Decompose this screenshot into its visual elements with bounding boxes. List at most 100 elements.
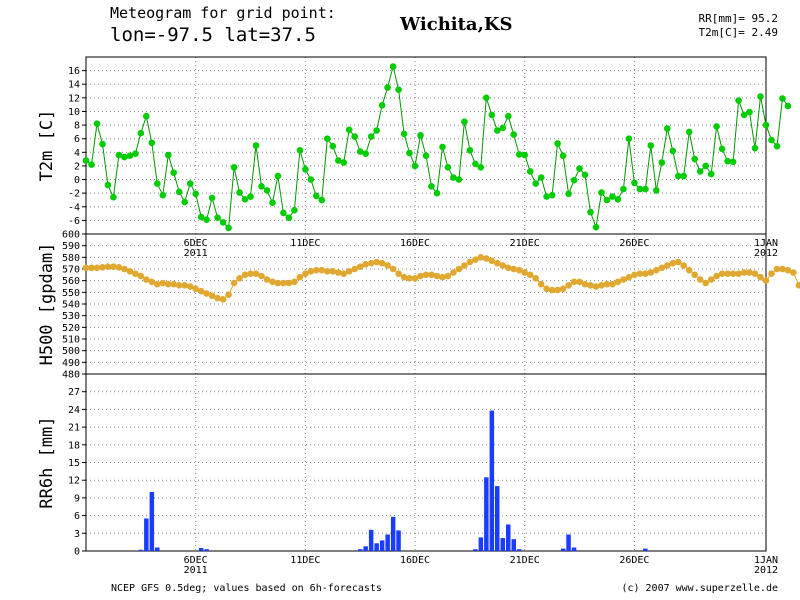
t2m-data-point — [159, 191, 167, 199]
t2m-data-point — [609, 193, 616, 200]
footer-copyright: (c) 2007 www.superzelle.de — [621, 583, 778, 594]
h500-data-point — [461, 262, 468, 269]
t2m-data-point — [302, 166, 309, 173]
h500-data-point — [340, 270, 348, 278]
h500-data-point — [428, 271, 435, 279]
t2m-data-point — [219, 219, 227, 226]
t2m-data-point — [93, 120, 101, 127]
x-tick-label: 21DEC — [510, 555, 540, 566]
t2m-data-point — [570, 176, 578, 184]
h500-data-point — [603, 280, 611, 288]
t2m-data-point — [115, 151, 123, 159]
t2m-data-point — [389, 63, 397, 70]
t2m-data-point — [537, 174, 545, 181]
t2m-data-point — [713, 123, 720, 130]
panel-frame — [85, 373, 767, 552]
t2m-data-point — [691, 155, 698, 163]
t2m-data-point — [494, 127, 501, 134]
h500-data-point — [197, 287, 205, 295]
rr6h-bar — [495, 486, 500, 551]
h500-data-point — [225, 291, 232, 299]
h500-data-point — [537, 280, 545, 288]
x-tick-label: 6DEC — [184, 555, 208, 566]
h500-data-point — [494, 259, 501, 267]
h500-data-point — [499, 262, 507, 269]
t2m-data-point — [384, 84, 391, 91]
h500-data-point — [762, 277, 770, 285]
t2m-data-point — [186, 180, 194, 187]
y-tick-label: 510 — [62, 335, 80, 346]
h500-data-point — [291, 278, 298, 286]
h500-data-point — [126, 268, 134, 275]
t2m-data-point — [587, 208, 594, 216]
t2m-data-point — [126, 152, 134, 159]
h500-data-point — [302, 270, 309, 278]
t2m-data-point — [307, 176, 315, 183]
y-tick-label: 590 — [62, 241, 80, 252]
title-line1: Meteogram for grid point: — [110, 4, 336, 22]
h500-data-point — [685, 266, 693, 274]
t2m-data-point — [285, 214, 293, 221]
t2m-data-point — [170, 169, 177, 176]
t2m-data-point — [433, 189, 441, 197]
y-tick-label: 600 — [62, 230, 80, 241]
h500-data-point — [236, 275, 243, 282]
t2m-data-point — [636, 185, 644, 193]
y-tick-label: 12 — [68, 93, 80, 104]
t2m-data-point — [356, 148, 364, 155]
h500-data-point — [285, 279, 293, 287]
h500-data-point — [598, 282, 605, 289]
h500-data-point — [488, 257, 496, 265]
y-tick-label: 14 — [68, 80, 80, 91]
t2m-data-point — [422, 152, 430, 159]
x-tick-label: 26DEC — [619, 555, 649, 566]
panel-frame — [85, 56, 767, 235]
rr6h-bar — [517, 549, 522, 551]
rr6h-bar — [484, 477, 489, 552]
t2m-data-point — [450, 174, 457, 181]
t2m-data-point — [82, 157, 90, 164]
t2m-data-point — [137, 129, 145, 137]
h500-data-point — [521, 269, 528, 276]
h500-data-point — [439, 273, 446, 281]
h500-data-point — [559, 285, 567, 293]
h500-data-point — [389, 265, 397, 273]
h500-data-point — [505, 264, 512, 272]
y-axis-label: T2m [C] — [37, 110, 57, 182]
h500-data-point — [724, 270, 731, 278]
h500-data-point — [313, 266, 320, 274]
rr6h-bar — [198, 548, 204, 551]
y-tick-label: 500 — [62, 346, 80, 357]
t2m-data-point — [768, 136, 775, 144]
t2m-data-point — [345, 126, 353, 134]
h500-data-point — [186, 283, 194, 290]
y-tick-label: 18 — [68, 440, 80, 451]
t2m-data-point — [603, 196, 611, 204]
h500-data-point — [472, 256, 479, 264]
t2m-data-point — [121, 153, 128, 161]
y-tick-label: 490 — [62, 358, 80, 369]
y-axis-label: RR6h [mm] — [37, 416, 57, 508]
h500-data-point — [757, 273, 764, 281]
rr6h-bar — [390, 516, 396, 551]
t2m-data-point — [740, 111, 748, 119]
h500-data-point — [132, 270, 139, 278]
h500-data-point — [400, 273, 408, 281]
rr6h-bar — [363, 546, 368, 551]
x-tick-label: 11DEC — [290, 555, 320, 566]
h500-data-point — [609, 280, 616, 288]
total-rain-stat: RR[mm]= 95.2 — [698, 12, 778, 25]
y-tick-label: 3 — [74, 529, 80, 540]
y-tick-label: -4 — [68, 202, 80, 213]
h500-data-point — [148, 278, 156, 286]
h500-data-point — [548, 286, 556, 294]
t2m-data-point — [263, 187, 271, 194]
h500-data-point — [192, 285, 199, 293]
h500-data-point — [104, 263, 112, 271]
t2m-data-point — [406, 149, 413, 157]
y-tick-label: 540 — [62, 300, 80, 311]
t2m-data-point — [647, 142, 655, 149]
y-tick-label: 27 — [68, 387, 80, 398]
y-axis-label: H500 [gpdam] — [37, 243, 57, 366]
t2m-data-point — [664, 125, 671, 132]
